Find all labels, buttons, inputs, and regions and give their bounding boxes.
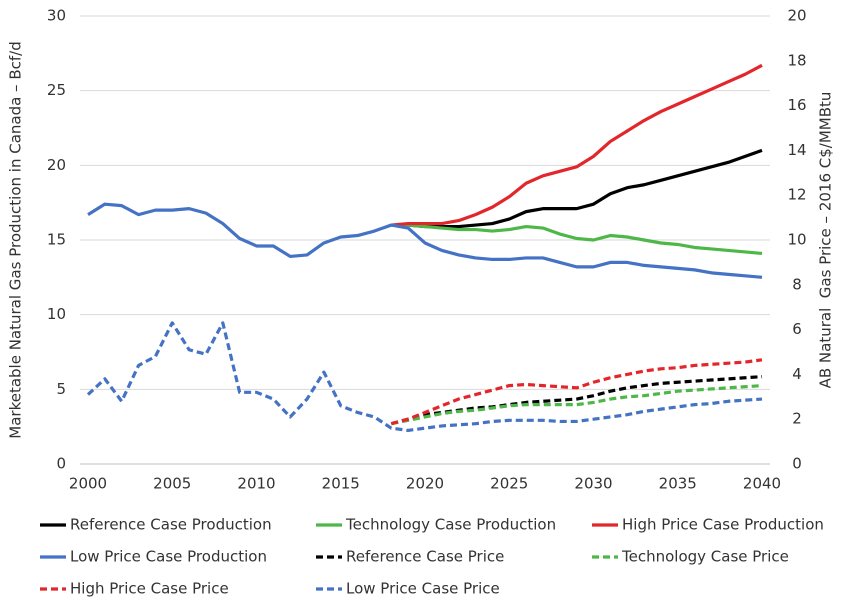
series-line <box>390 375 763 426</box>
x-tick-label: 2000 <box>69 475 107 493</box>
y2-tick-label: 10 <box>787 231 806 249</box>
x-tick-label: 2040 <box>743 475 781 493</box>
y2-tick-label: 18 <box>787 51 806 69</box>
y2-tick-label: 14 <box>787 141 806 159</box>
legend-label: Reference Case Price <box>346 548 504 566</box>
x-tick-label: 2030 <box>574 475 612 493</box>
legend-label: High Price Case Production <box>622 516 824 534</box>
legend-label: Reference Case Production <box>70 516 272 534</box>
x-tick-label: 2020 <box>406 475 444 493</box>
legend-label: Low Price Case Production <box>70 548 267 566</box>
y-tick-label: 0 <box>56 455 66 473</box>
x-tick-label: 2025 <box>490 475 528 493</box>
y2-tick-label: 12 <box>787 186 806 204</box>
legend-label: Low Price Case Price <box>346 580 500 598</box>
legend-label: High Price Case Price <box>70 580 229 598</box>
y2-tick-label: 0 <box>792 455 802 473</box>
y-tick-label: 20 <box>47 156 66 174</box>
series-line <box>391 63 763 227</box>
y2-tick-label: 20 <box>787 7 806 25</box>
y-tick-label: 30 <box>47 7 66 25</box>
x-tick-label: 2015 <box>322 475 360 493</box>
y2-tick-label: 4 <box>792 365 802 383</box>
x-tick-label: 2035 <box>659 475 697 493</box>
series-line <box>391 223 763 256</box>
series-line <box>87 202 763 279</box>
y2-tick-label: 2 <box>792 410 802 428</box>
legend-label: Technology Case Production <box>345 516 556 534</box>
y-tick-label: 15 <box>47 231 66 249</box>
y-tick-label: 5 <box>56 380 66 398</box>
y2-axis-title: AB Natural Gas Price – 2016 C$/MMBtu <box>817 92 835 389</box>
series-line <box>390 358 763 426</box>
series-line <box>390 384 763 426</box>
y-tick-label: 10 <box>47 305 66 323</box>
y2-tick-label: 16 <box>787 96 806 114</box>
series-line <box>86 321 763 432</box>
x-tick-label: 2005 <box>153 475 191 493</box>
y2-tick-label: 8 <box>792 275 802 293</box>
x-tick-label: 2010 <box>237 475 275 493</box>
series-line <box>391 148 763 229</box>
y-axis-title: Marketable Natural Gas Production in Can… <box>7 41 25 438</box>
y-tick-label: 25 <box>47 81 66 99</box>
y2-tick-label: 6 <box>792 320 802 338</box>
legend-label: Technology Case Price <box>621 548 789 566</box>
